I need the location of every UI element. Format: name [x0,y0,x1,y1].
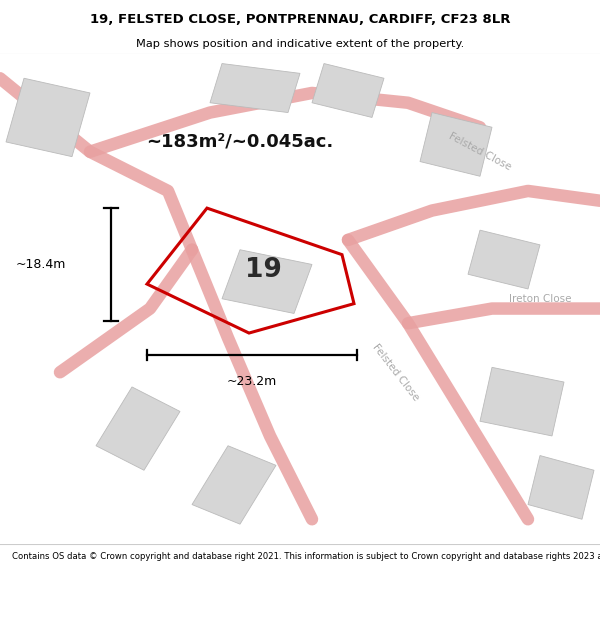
Text: Felsted Close: Felsted Close [447,131,513,173]
Text: 19, FELSTED CLOSE, PONTPRENNAU, CARDIFF, CF23 8LR: 19, FELSTED CLOSE, PONTPRENNAU, CARDIFF,… [90,13,510,26]
Polygon shape [222,250,312,314]
Text: ~18.4m: ~18.4m [16,258,66,271]
Polygon shape [420,112,492,176]
Text: Contains OS data © Crown copyright and database right 2021. This information is : Contains OS data © Crown copyright and d… [12,552,600,561]
Text: ~183m²/~0.045ac.: ~183m²/~0.045ac. [146,133,334,151]
Text: Ireton Close: Ireton Close [509,294,571,304]
Polygon shape [528,456,594,519]
Polygon shape [210,64,300,112]
Polygon shape [312,64,384,118]
Text: ~23.2m: ~23.2m [227,375,277,388]
Polygon shape [192,446,276,524]
Polygon shape [6,78,90,157]
Polygon shape [480,368,564,436]
Text: 19: 19 [245,257,281,283]
Polygon shape [468,230,540,289]
Text: Felsted Close: Felsted Close [371,342,421,402]
Polygon shape [96,387,180,470]
Text: Map shows position and indicative extent of the property.: Map shows position and indicative extent… [136,39,464,49]
